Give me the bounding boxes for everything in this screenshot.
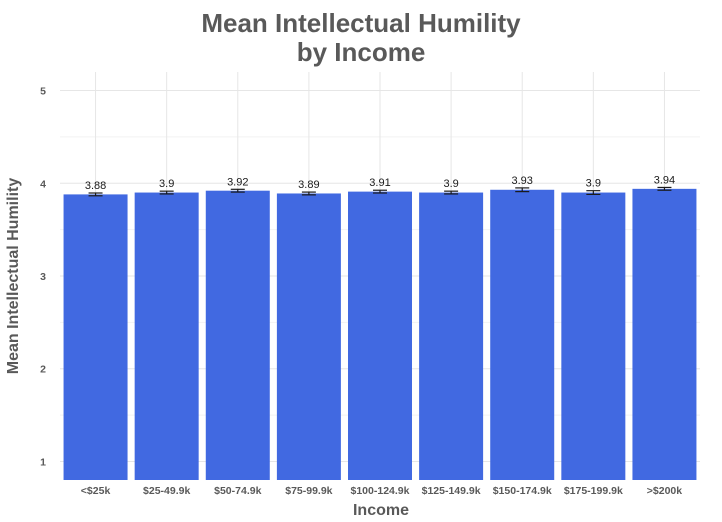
x-tick-label: $100-124.9k [351, 485, 410, 497]
value-label: 3.94 [654, 174, 675, 186]
error-bar [373, 189, 387, 194]
error-bar [444, 190, 459, 195]
y-tick-label: 5 [40, 86, 46, 98]
error-bar [586, 190, 601, 195]
bar [348, 191, 412, 481]
value-labels: 3.88 3.9 3.92 3.89 3.91 3.9 3.93 3.9 3.94 [85, 174, 675, 192]
error-bar [515, 187, 530, 193]
bar [490, 189, 555, 480]
x-tick-label: $175-199.9k [564, 485, 623, 497]
value-label: 3.9 [586, 178, 601, 190]
bar [63, 194, 128, 480]
error-bar [230, 188, 245, 193]
y-tick-label: 4 [40, 178, 46, 190]
error-bar [301, 191, 316, 196]
y-tick-label: 3 [40, 271, 46, 283]
bar [632, 188, 697, 480]
value-label: 3.9 [159, 178, 174, 190]
value-label: 3.89 [298, 179, 319, 191]
value-label: 3.93 [512, 175, 533, 187]
x-tick-label: $75-99.9k [285, 485, 332, 497]
x-axis-title: Income [353, 502, 409, 519]
bar [276, 193, 341, 481]
chart-title-line-1: Mean Intellectual Humility [201, 8, 521, 38]
y-axis-title: Mean Intellectual Humility [5, 178, 22, 375]
bar [561, 192, 626, 480]
x-axis-ticks: <$25k $25-49.9k $50-74.9k $75-99.9k $100-124… [81, 485, 682, 497]
value-label: 3.92 [227, 176, 248, 188]
chart-title-line-2: by Income [297, 37, 426, 67]
x-tick-label: $150-174.9k [493, 485, 552, 497]
value-label: 3.88 [85, 180, 106, 192]
x-tick-label: $50-74.9k [214, 485, 261, 497]
x-tick-label: <$25k [81, 485, 111, 497]
y-tick-label: 2 [40, 364, 46, 376]
x-tick-label: >$200k [647, 485, 682, 497]
error-bar [88, 192, 103, 197]
error-bar [657, 186, 672, 191]
value-label: 3.9 [443, 178, 458, 190]
value-label: 3.91 [369, 177, 390, 189]
bar [205, 190, 270, 480]
x-tick-label: $25-49.9k [143, 485, 190, 497]
x-tick-label: $125-149.9k [422, 485, 481, 497]
error-bars [88, 186, 672, 197]
y-axis-ticks: 1 2 3 4 5 [40, 86, 46, 469]
y-tick-label: 1 [40, 456, 46, 468]
bars [63, 188, 697, 481]
bar [134, 192, 199, 480]
bar [419, 192, 484, 480]
error-bar [159, 190, 174, 195]
